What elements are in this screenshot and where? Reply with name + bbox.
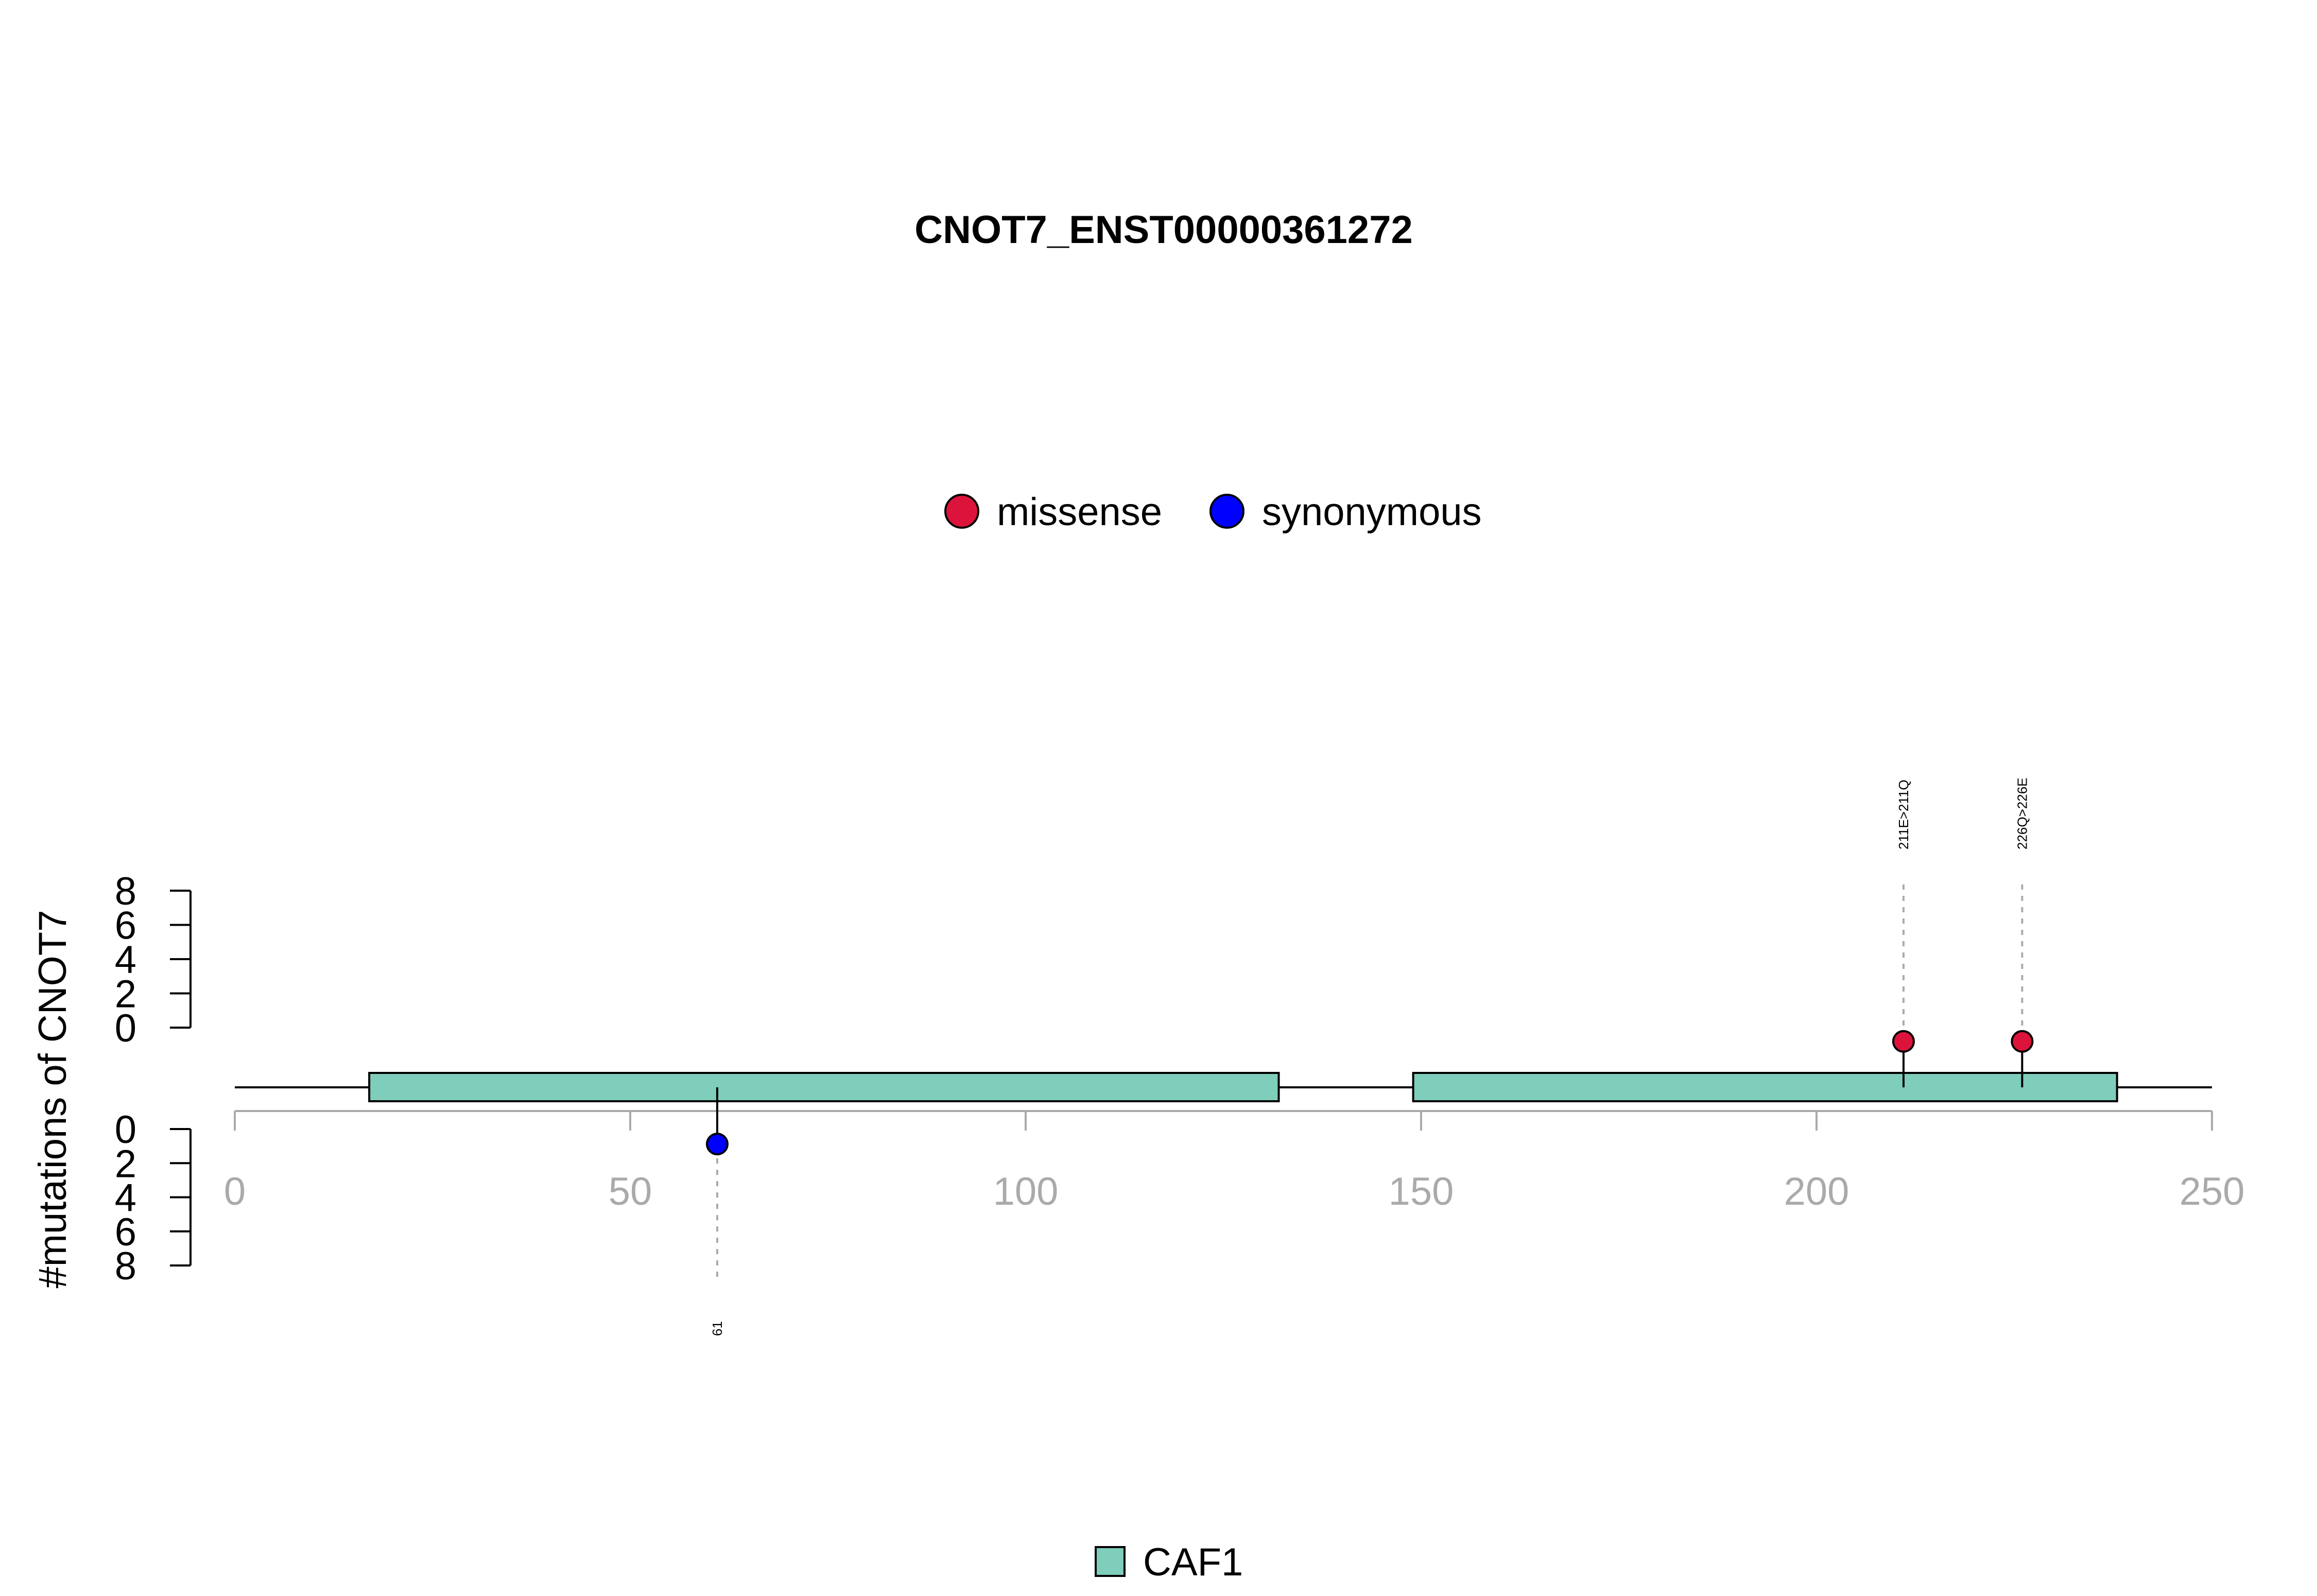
mutation-layer: 211E>211Q 226Q>226E 61	[705, 777, 2034, 1336]
legend-marker-synonymous	[1209, 494, 1244, 529]
y-axis-top-tick-label: 0	[115, 1007, 136, 1050]
legend-label-synonymous: synonymous	[1262, 490, 1482, 534]
mutation-label: 226Q>226E	[2014, 777, 2030, 849]
legend-label-missense: missense	[997, 490, 1162, 534]
x-axis: 0 50 100 150 200 250	[224, 1110, 2245, 1213]
mutation-point-synonymous	[705, 1133, 729, 1156]
y-axis-top-tick-label: 2	[115, 973, 136, 1016]
y-axis-label: #mutations of CNOT7	[31, 910, 75, 1289]
y-axis-bottom-tick-label: 8	[115, 1244, 136, 1288]
y-axis-bottom-tick-label: 4	[115, 1176, 136, 1220]
x-axis-tick-label: 150	[1389, 1170, 1454, 1213]
mutation-point-missense	[1892, 1030, 1915, 1053]
x-axis-tick-label: 50	[609, 1170, 652, 1213]
y-axis-top-tick-label: 8	[115, 870, 136, 913]
mutation-point-missense	[2011, 1030, 2034, 1053]
chart-title: CNOT7_ENST00000361272	[914, 208, 1412, 252]
domain-CAF1	[1412, 1072, 2118, 1102]
x-axis-tick-label: 250	[2180, 1170, 2245, 1213]
mutation-label: 211E>211Q	[1896, 779, 1911, 849]
y-axis-bottom-tick-label: 6	[115, 1210, 136, 1254]
domain-legend-label-CAF1: CAF1	[1143, 1540, 1243, 1584]
legend-marker-missense	[944, 494, 979, 529]
y-axis-top-tick-label: 6	[115, 904, 136, 948]
domain-CAF1	[368, 1072, 1280, 1102]
domain-legend: CAF1	[1095, 1540, 1243, 1584]
y-axis-top-tick-label: 4	[115, 938, 136, 982]
x-axis-tick-label: 200	[1784, 1170, 1849, 1213]
x-axis-tick-label: 0	[224, 1170, 246, 1213]
mutation-label: 61	[710, 1321, 725, 1336]
y-axis-bottom-tick-label: 0	[115, 1108, 136, 1152]
x-axis-tick-label: 100	[993, 1170, 1059, 1213]
y-axis-bottom-tick-label: 2	[115, 1142, 136, 1186]
mutation-legend: missense synonymous	[944, 490, 1482, 534]
domain-legend-swatch-CAF1	[1095, 1546, 1126, 1577]
domain-layer	[368, 1072, 2118, 1102]
